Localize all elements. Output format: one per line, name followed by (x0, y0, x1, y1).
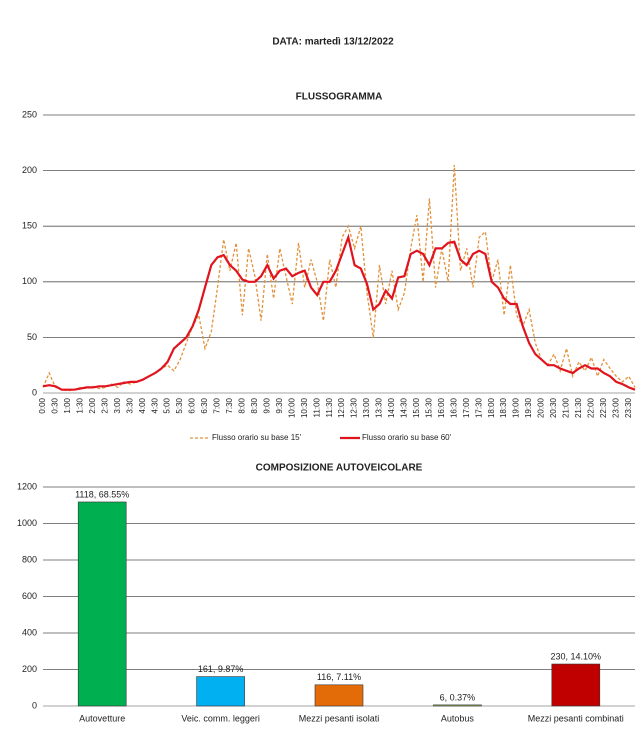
x-tick-label: 4:30 (150, 397, 159, 413)
x-tick-label: 8:00 (238, 397, 247, 413)
x-tick-label: 1:30 (75, 397, 84, 413)
series-line (42, 164, 636, 392)
data-label: 6, 0.37% (440, 692, 476, 702)
x-tick-label: 17:30 (474, 397, 483, 418)
x-tick-label: 2:00 (88, 397, 97, 413)
x-tick-label: 7:30 (225, 397, 234, 413)
data-label: 230, 14.10% (551, 651, 602, 661)
y-tick-label: 0 (32, 700, 37, 710)
x-tick-label: Autobus (441, 713, 475, 723)
x-tick-label: 5:30 (175, 397, 184, 413)
x-tick-label: 20:00 (537, 397, 546, 418)
x-tick-label: 20:30 (549, 397, 558, 418)
y-tick-label: 400 (22, 627, 37, 637)
x-tick-label: Autovetture (79, 713, 125, 723)
x-tick-label: Mezzi pesanti isolati (299, 713, 380, 723)
x-tick-label: 14:30 (400, 397, 409, 418)
series-line (42, 233, 636, 391)
x-tick-label: 19:00 (512, 397, 521, 418)
y-tick-label: 50 (27, 332, 37, 342)
y-tick-label: 600 (22, 591, 37, 601)
bar (77, 501, 127, 707)
bar (196, 676, 245, 707)
x-tick-label: 23:30 (624, 397, 633, 418)
x-tick-label: 2:30 (100, 397, 109, 413)
x-tick-label: 18:30 (499, 397, 508, 418)
x-tick-label: 7:00 (213, 397, 222, 413)
bar (551, 663, 601, 707)
data-label: 161, 9.87% (198, 664, 244, 674)
x-tick-label: 21:30 (574, 397, 583, 418)
x-tick-label: 11:30 (325, 397, 334, 417)
chart-title: COMPOSIZIONE AUTOVEICOLARE (256, 463, 423, 474)
x-tick-label: 11:00 (312, 397, 321, 417)
chart-title: FLUSSOGRAMMA (296, 92, 383, 103)
x-tick-label: 22:30 (599, 397, 608, 418)
x-tick-label: Veic. comm. leggeri (181, 713, 260, 723)
x-tick-label: 4:00 (138, 397, 147, 413)
bar (433, 704, 482, 707)
x-tick-label: 0:30 (51, 397, 60, 413)
y-tick-label: 1200 (17, 481, 37, 491)
x-tick-label: 16:00 (437, 397, 446, 418)
x-tick-label: 3:00 (113, 397, 122, 413)
y-tick-label: 800 (22, 554, 37, 564)
y-tick-label: 150 (22, 221, 37, 231)
x-tick-label: 1:00 (63, 397, 72, 413)
x-tick-label: 8:30 (250, 397, 259, 413)
y-tick-label: 0 (32, 387, 37, 397)
x-tick-label: 18:00 (487, 397, 496, 418)
x-tick-label: 13:00 (362, 397, 371, 418)
x-tick-label: 23:00 (611, 397, 620, 418)
x-tick-label: 3:30 (125, 397, 134, 413)
x-tick-label: 21:00 (562, 397, 571, 418)
x-tick-label: 14:00 (387, 397, 396, 418)
x-tick-label: 9:00 (262, 397, 271, 413)
data-label: 1118, 68.55% (75, 489, 129, 499)
legend-label: Flusso orario su base 15' (212, 433, 302, 442)
y-tick-label: 200 (22, 165, 37, 175)
x-tick-label: 6:30 (200, 397, 209, 413)
y-tick-label: 1000 (17, 518, 37, 528)
legend-label: Flusso orario su base 60' (362, 433, 452, 442)
x-tick-label: 15:00 (412, 397, 421, 418)
x-tick-label: 15:30 (424, 397, 433, 418)
x-tick-label: Mezzi pesanti combinati (528, 713, 624, 723)
x-tick-label: 12:00 (337, 397, 346, 418)
y-tick-label: 100 (22, 276, 37, 286)
x-tick-label: 10:00 (287, 397, 296, 418)
y-tick-label: 250 (22, 109, 37, 119)
data-label: 116, 7.11% (317, 672, 361, 682)
x-tick-label: 12:30 (350, 397, 359, 418)
x-tick-label: 10:30 (300, 397, 309, 418)
x-tick-label: 9:30 (275, 397, 284, 413)
y-tick-label: 200 (22, 664, 37, 674)
x-tick-label: 5:00 (163, 397, 172, 413)
x-tick-label: 22:00 (586, 397, 595, 418)
x-tick-label: 0:00 (38, 397, 47, 413)
x-tick-label: 19:30 (524, 397, 533, 418)
bar (314, 684, 364, 707)
x-tick-label: 13:30 (375, 397, 384, 418)
x-tick-label: 6:00 (188, 397, 197, 413)
x-tick-label: 17:00 (462, 397, 471, 418)
page-title: DATA: martedì 13/12/2022 (272, 37, 394, 48)
x-tick-label: 16:30 (449, 397, 458, 418)
